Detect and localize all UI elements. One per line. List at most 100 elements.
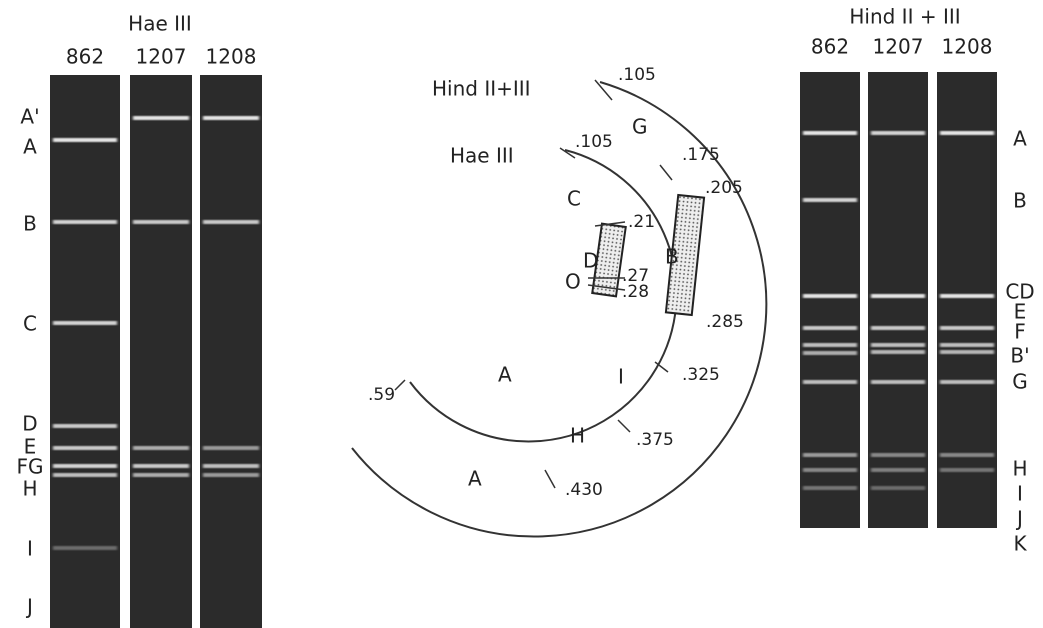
band-label: F (1014, 320, 1026, 344)
map-tick (660, 165, 672, 180)
map-tick (618, 420, 630, 432)
gel-band (871, 380, 925, 384)
outer-fragment: I (618, 365, 624, 389)
gel-band (803, 453, 857, 457)
gel-band (53, 473, 117, 477)
gel-band (803, 468, 857, 472)
lane-label: 1207 (873, 35, 924, 59)
figure: 86212071208Hae IIIA'ABCDEFGHIJ8621207120… (0, 0, 1043, 628)
gel-band (871, 468, 925, 472)
band-label: D (22, 412, 37, 436)
outer-position: .285 (706, 312, 744, 332)
outer-fragment: H (570, 424, 585, 448)
inner-position: .21 (628, 212, 655, 232)
map-tick (545, 470, 555, 488)
inner-position: .28 (622, 282, 649, 302)
band-label: I (1017, 482, 1023, 506)
gel-band (803, 326, 857, 330)
gel-band (133, 220, 189, 224)
gel-band (203, 220, 259, 224)
gel-band (203, 446, 259, 450)
gel-title: Hind II + III (849, 5, 960, 29)
gel-band (940, 131, 994, 135)
band-label: J (1015, 507, 1023, 531)
gel-band (53, 446, 117, 450)
outer-fragment: G (632, 115, 648, 139)
gel-band (803, 198, 857, 202)
outer-position: .325 (682, 365, 720, 385)
gel-band (871, 294, 925, 298)
gel-band (133, 464, 189, 468)
inner-fragment: D (583, 249, 598, 273)
gel-lane (800, 72, 860, 528)
gel-lane (50, 75, 120, 628)
gel-band (871, 350, 925, 354)
band-label: I (27, 537, 33, 561)
inner-fragment: C (567, 187, 581, 211)
inner-position: .105 (575, 132, 613, 152)
band-label: B (23, 212, 37, 236)
gel-band (803, 351, 857, 355)
gel-band (871, 131, 925, 135)
band-label: K (1013, 532, 1027, 556)
gel-band (133, 446, 189, 450)
gel-band (53, 464, 117, 468)
inner-fragment: O (565, 270, 581, 294)
gel-band (871, 453, 925, 457)
band-label: A' (20, 105, 39, 129)
band-label: FG (16, 455, 43, 479)
gel-lane (937, 72, 997, 528)
lane-label: 862 (66, 45, 104, 69)
gel-band (940, 294, 994, 298)
gel-band (940, 343, 994, 347)
gel-band (133, 116, 189, 120)
band-label: B' (1010, 344, 1029, 368)
gel-lane (868, 72, 928, 528)
outer-enzyme-label: Hind II+III (432, 77, 531, 101)
gel-lane (200, 75, 262, 628)
outer-position: .205 (705, 178, 743, 198)
gel-band (53, 321, 117, 325)
outer-fragment: A (468, 467, 482, 491)
lane-label: 1207 (136, 45, 187, 69)
lane-label: 862 (811, 35, 849, 59)
gel-band (871, 326, 925, 330)
gel-band (871, 486, 925, 490)
gel-band (940, 380, 994, 384)
outer-fragment: B (665, 245, 679, 269)
gel-title: Hae III (128, 12, 192, 36)
gel-band (133, 473, 189, 477)
band-label: B (1013, 189, 1027, 213)
band-label: J (25, 595, 33, 619)
gel-band (803, 343, 857, 347)
inner-position: .59 (368, 385, 395, 405)
band-label: A (1013, 127, 1027, 151)
gel-band (53, 424, 117, 428)
outer-position: .375 (636, 430, 674, 450)
gel-band (940, 468, 994, 472)
band-label: H (1012, 457, 1027, 481)
gel-band (803, 380, 857, 384)
gel-band (803, 486, 857, 490)
band-label: G (1012, 370, 1028, 394)
lane-label: 1208 (206, 45, 257, 69)
inner-fragment: A (498, 363, 512, 387)
gel-lane (130, 75, 192, 628)
gel-band (940, 326, 994, 330)
inner-enzyme-label: Hae III (450, 144, 514, 168)
lane-label: 1208 (942, 35, 993, 59)
band-label: H (22, 477, 37, 501)
gel-band (940, 350, 994, 354)
band-label: A (23, 135, 37, 159)
gel-band (53, 546, 117, 550)
gel-band (203, 473, 259, 477)
gel-band (871, 343, 925, 347)
map-tick (395, 380, 405, 390)
gel-band (53, 220, 117, 224)
gel-band (940, 453, 994, 457)
outer-position: .105 (618, 65, 656, 85)
outer-position: .175 (682, 145, 720, 165)
gel-band (53, 138, 117, 142)
outer-position: .430 (565, 480, 603, 500)
gel-band (203, 464, 259, 468)
